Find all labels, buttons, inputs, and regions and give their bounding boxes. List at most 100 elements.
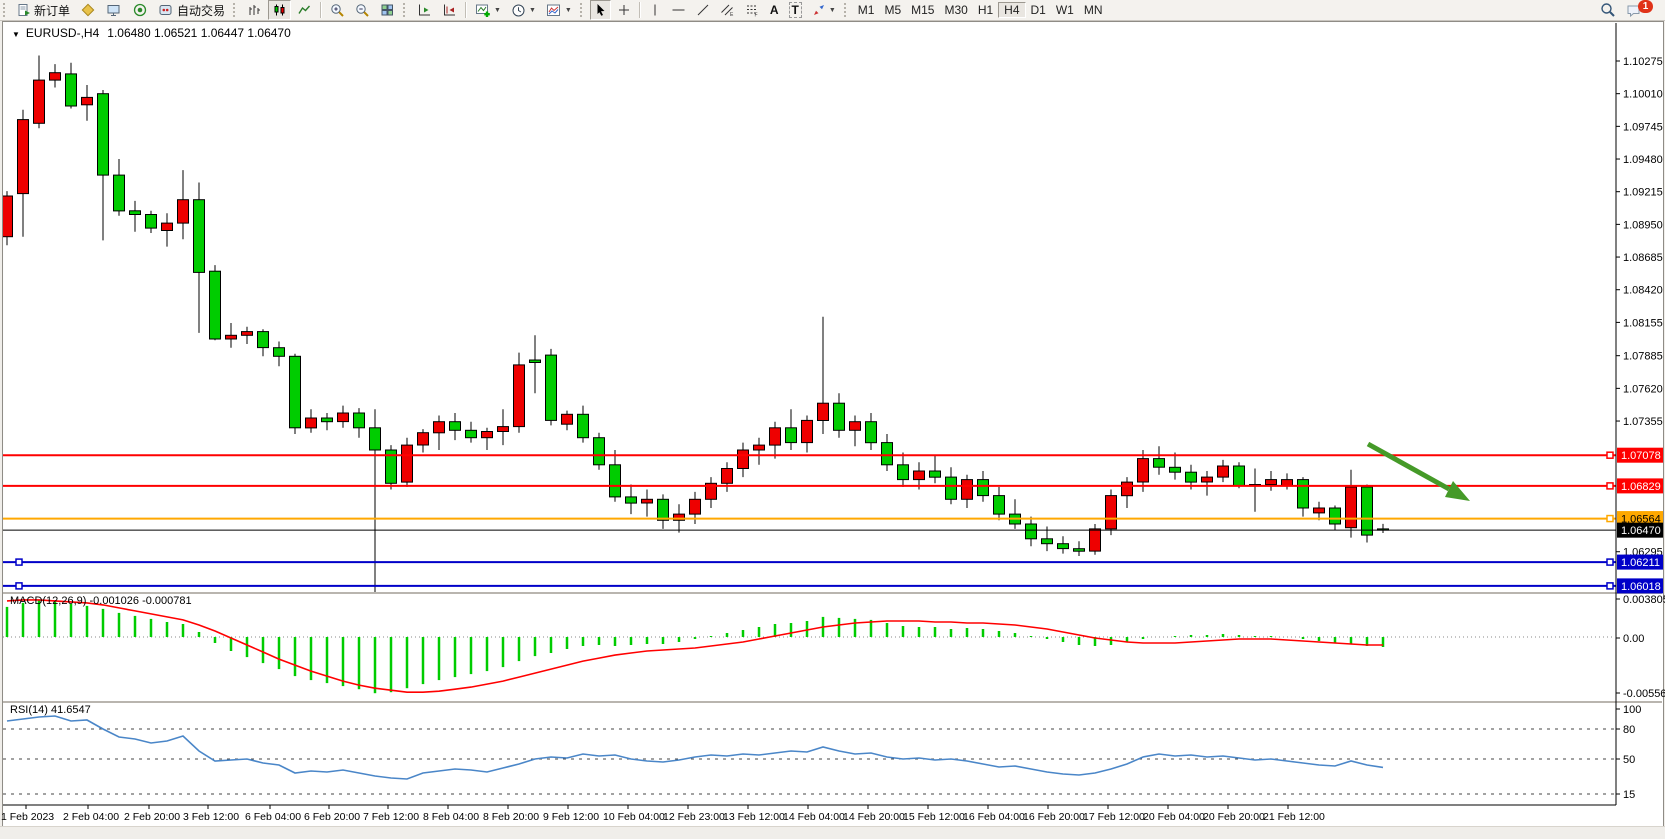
autoscroll-button[interactable] <box>413 0 436 20</box>
price-line-label: 1.06470 <box>1621 525 1661 537</box>
down-arrow-head[interactable] <box>1445 481 1470 501</box>
terminal-button[interactable] <box>102 0 126 20</box>
toolbar-separator <box>320 2 323 18</box>
candle-up <box>497 426 509 433</box>
tab-timeframe-mn[interactable]: MN <box>1083 3 1103 17</box>
candle-down <box>657 498 669 521</box>
bar-chart-icon <box>249 5 261 15</box>
tile-windows-button[interactable] <box>376 0 399 20</box>
cursor-tool-button[interactable] <box>589 0 611 20</box>
chart-plot-area[interactable] <box>3 23 1616 805</box>
time-tick-label: 20 Feb 04:00 <box>1143 811 1205 823</box>
time-tick-label: 13 Feb 12:00 <box>723 811 785 823</box>
candle-up <box>1201 476 1213 483</box>
candle-down <box>529 359 541 363</box>
tab-timeframe-m1[interactable]: M1 <box>857 3 875 17</box>
crosshair-tool-button[interactable] <box>613 0 635 20</box>
tab-timeframe-m15[interactable]: M15 <box>911 3 935 17</box>
line-handle[interactable] <box>15 582 23 590</box>
mql5-button[interactable] <box>76 0 100 20</box>
signals-button[interactable] <box>128 0 152 20</box>
candle-up <box>305 417 317 429</box>
candle-up <box>17 119 29 195</box>
toolbar-grip[interactable] <box>3 3 9 17</box>
price-tick-label: 1.09215 <box>1623 187 1663 199</box>
bar-chart-button[interactable] <box>243 0 266 20</box>
line-handle[interactable] <box>1606 558 1614 566</box>
zoom-in-button[interactable] <box>326 0 349 20</box>
time-tick-label: 2 Feb 20:00 <box>124 811 180 823</box>
price-line-label-box <box>1617 578 1663 594</box>
line-handle[interactable] <box>15 558 23 566</box>
toolbar-separator <box>638 2 641 18</box>
new-order-icon <box>17 3 31 17</box>
candle-up <box>177 199 189 224</box>
notifications-button[interactable]: 1 <box>1622 0 1664 20</box>
autotrade-button[interactable]: 自动交易 <box>154 0 229 20</box>
panel-separator[interactable] <box>3 592 1662 594</box>
chart-shift-button[interactable] <box>438 0 461 20</box>
label-tool-button[interactable]: T <box>785 0 806 20</box>
text-tool-button[interactable]: A <box>766 0 783 20</box>
candlestick-chart-button[interactable] <box>268 0 292 20</box>
chevron-down-icon: ▼ <box>828 6 836 14</box>
panel-separator[interactable] <box>3 701 1662 703</box>
time-tick-label: 1 Feb 2023 <box>1 811 54 823</box>
macd-axis-label: -0.005569 <box>1623 688 1665 700</box>
tab-timeframe-w1[interactable]: W1 <box>1055 3 1074 17</box>
new-order-button[interactable]: 新订单 <box>13 0 74 20</box>
candle-up <box>225 334 237 340</box>
line-handle[interactable] <box>1606 482 1614 490</box>
chart-shift-icon <box>444 4 456 16</box>
fibonacci-tool-button[interactable]: F <box>741 0 764 20</box>
time-tick-label: 14 Feb 04:00 <box>783 811 845 823</box>
tab-timeframe-m5[interactable]: M5 <box>884 3 902 17</box>
trendline-tool-button[interactable] <box>692 0 714 20</box>
vertical-line-tool-button[interactable] <box>645 0 665 20</box>
periods-button[interactable]: ▼ <box>507 0 540 20</box>
candle-up <box>417 432 429 446</box>
indicators-button[interactable]: ▼ <box>471 0 505 20</box>
line-handle[interactable] <box>1606 514 1614 523</box>
zoom-out-button[interactable] <box>351 0 374 20</box>
tab-timeframe-h1[interactable]: H1 <box>977 3 994 17</box>
time-tick-label: 2 Feb 04:00 <box>63 811 119 823</box>
time-tick-label: 14 Feb 20:00 <box>843 811 905 823</box>
tab-timeframe-d1[interactable]: D1 <box>1030 3 1046 17</box>
candle-down <box>609 464 621 498</box>
chevron-down-icon[interactable]: ▼ <box>12 30 20 39</box>
time-tick-label: 9 Feb 12:00 <box>543 811 599 823</box>
channel-tool-button[interactable]: E <box>716 0 739 20</box>
candle-down <box>1361 486 1373 536</box>
down-arrow-object[interactable] <box>1366 441 1451 492</box>
tab-timeframe-h4[interactable]: H4 <box>998 2 1026 18</box>
toolbar-grip[interactable] <box>843 3 850 17</box>
candle-down <box>353 412 365 429</box>
price-tick-label: 1.09745 <box>1623 121 1663 133</box>
search-button[interactable] <box>1596 0 1620 20</box>
zoom-in-icon <box>331 3 344 17</box>
templates-button[interactable]: ▼ <box>542 0 576 20</box>
horizontal-line-icon <box>672 9 685 11</box>
tab-timeframe-m30[interactable]: M30 <box>944 3 968 17</box>
rsi-axis-label: 80 <box>1623 724 1635 736</box>
toolbar-grip[interactable] <box>403 3 409 17</box>
price-line-label-box <box>1617 511 1663 527</box>
candle-down <box>1057 543 1069 550</box>
autotrade-label: 自动交易 <box>177 3 226 18</box>
line-chart-button[interactable] <box>293 0 316 20</box>
candle-down <box>1073 548 1085 552</box>
toolbar-grip[interactable] <box>233 3 239 17</box>
zoom-out-icon <box>356 3 369 17</box>
line-handle[interactable] <box>1606 582 1614 590</box>
arrows-tool-button[interactable]: ▼ <box>808 0 840 20</box>
equidistant-channel-icon: E <box>720 4 734 17</box>
candle-up <box>817 402 829 422</box>
toolbar-grip[interactable] <box>579 3 586 17</box>
candle-down <box>193 199 205 273</box>
price-line-label-box <box>1617 554 1663 570</box>
line-handle[interactable] <box>1606 451 1614 459</box>
horizontal-line-tool-button[interactable] <box>667 0 690 20</box>
gold-diamond-icon <box>80 2 96 18</box>
